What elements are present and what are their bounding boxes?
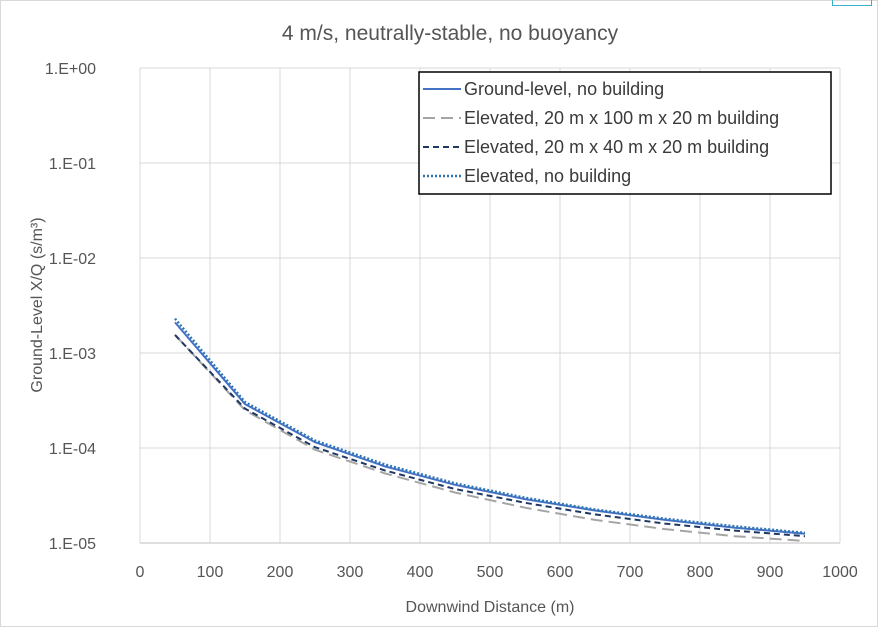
y-tick-label: 1.E-05 bbox=[49, 536, 96, 553]
legend-label: Elevated, no building bbox=[464, 166, 631, 186]
series-line bbox=[174, 321, 806, 535]
legend-box bbox=[418, 71, 832, 195]
legend-label: Elevated, 20 m x 40 m x 20 m building bbox=[464, 137, 769, 157]
x-tick-label: 300 bbox=[337, 564, 364, 581]
x-tick-label: 900 bbox=[757, 564, 784, 581]
y-tick-label: 1.E-01 bbox=[49, 156, 96, 173]
legend-label: Elevated, 20 m x 100 m x 20 m building bbox=[464, 108, 779, 128]
x-tick-label: 0 bbox=[136, 564, 145, 581]
x-axis-title: Downwind Distance (m) bbox=[406, 599, 575, 616]
series-layer bbox=[174, 317, 806, 542]
x-tick-label: 700 bbox=[617, 564, 644, 581]
x-tick-label: 100 bbox=[197, 564, 224, 581]
x-tick-label: 600 bbox=[547, 564, 574, 581]
x-tick-label: 1000 bbox=[822, 564, 858, 581]
legend-label: Ground-level, no building bbox=[464, 79, 664, 99]
y-tick-label: 1.E-04 bbox=[49, 441, 96, 458]
tick-labels: 1.E-05 1.E-04 1.E-03 1.E-02 1.E-01 1.E+00 0 100… bbox=[45, 61, 858, 581]
x-tick-label: 400 bbox=[407, 564, 434, 581]
x-tick-label: 200 bbox=[267, 564, 294, 581]
series-line bbox=[174, 334, 806, 542]
chart-title: 4 m/s, neutrally-stable, no buoyancy bbox=[282, 22, 619, 45]
y-tick-label: 1.E+00 bbox=[45, 61, 96, 78]
window-edge-decoration bbox=[832, 0, 872, 6]
x-tick-label: 500 bbox=[477, 564, 504, 581]
series-line bbox=[174, 317, 806, 534]
series-line bbox=[174, 334, 806, 538]
y-tick-label: 1.E-02 bbox=[49, 251, 96, 268]
y-tick-label: 1.E-03 bbox=[49, 346, 96, 363]
y-axis-title: Ground-Level X/Q (s/m³) bbox=[29, 217, 46, 392]
legend: Ground-level, no building Elevated, 20 m … bbox=[418, 71, 832, 195]
x-tick-label: 800 bbox=[687, 564, 714, 581]
